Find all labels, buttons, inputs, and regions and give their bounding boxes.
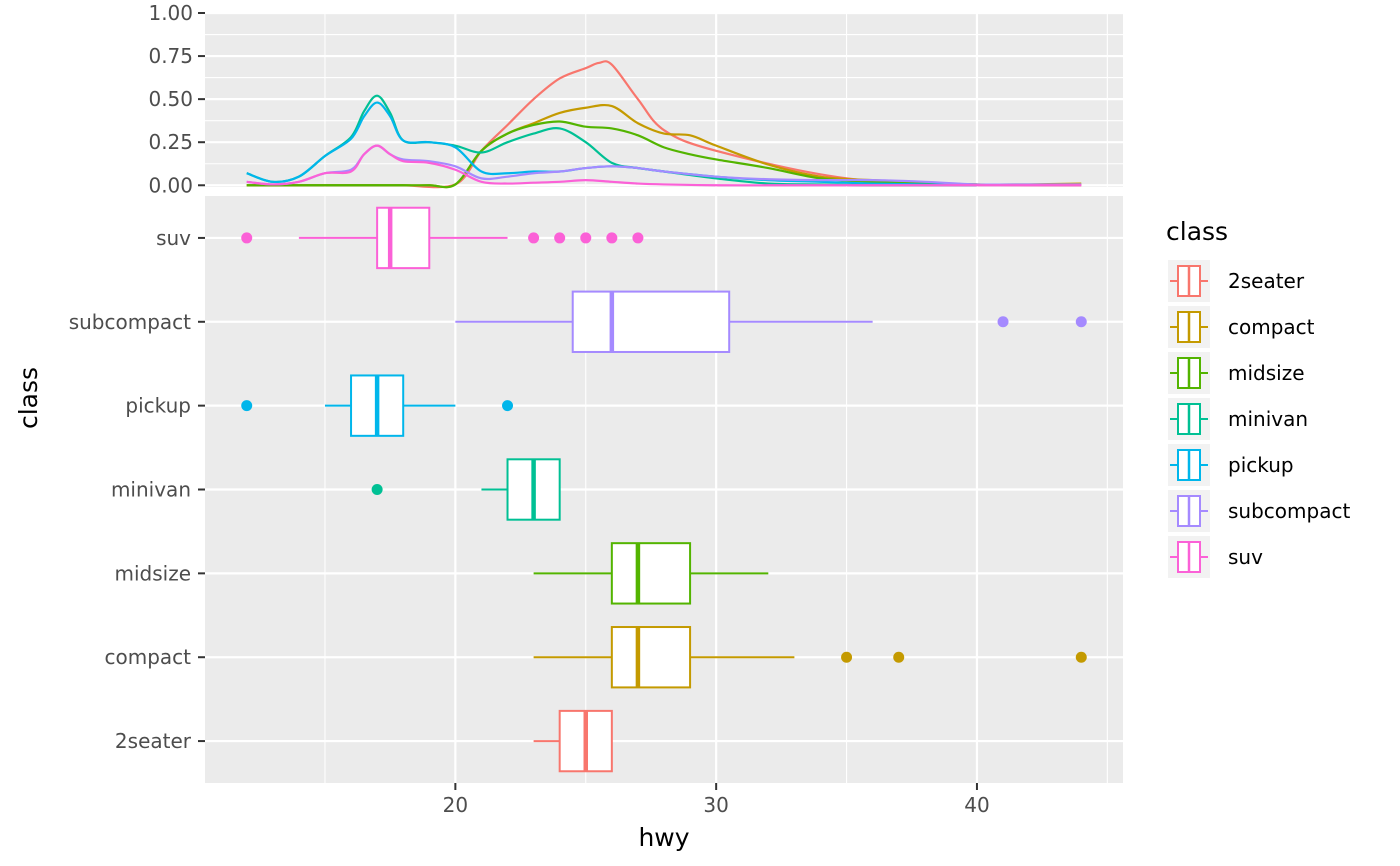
density-lines — [246, 60, 1082, 189]
boxplot-minivan — [371, 458, 561, 521]
outlier-point — [554, 232, 566, 244]
density-line-suv — [246, 144, 1082, 187]
boxplot-y-axis: 2seater compact midsize minivan pickup subcom… — [69, 226, 205, 753]
box — [610, 626, 692, 689]
legend-label: subcompact — [1228, 499, 1350, 523]
boxplot-compact — [533, 626, 1087, 689]
x-axis-title: hwy — [638, 823, 689, 852]
outlier-point — [502, 400, 514, 412]
y-tick-label: 0.25 — [148, 130, 193, 154]
boxplot-subcompact — [455, 290, 1087, 353]
box — [610, 542, 692, 605]
x-tick-label: 20 — [443, 793, 468, 817]
boxplot-suv — [241, 206, 644, 270]
category-label: compact — [104, 645, 191, 669]
y-tick-label: 0.50 — [148, 87, 193, 111]
legend-item-2seater: 2seater — [1168, 260, 1305, 302]
outlier-point — [1075, 651, 1087, 663]
boxplots — [241, 206, 1087, 773]
category-label: suv — [156, 226, 191, 250]
legend-item-pickup: pickup — [1168, 444, 1294, 486]
outlier-point — [1075, 316, 1087, 328]
outlier-point — [606, 232, 618, 244]
legend-label: 2seater — [1228, 269, 1305, 293]
legend-label: midsize — [1228, 361, 1305, 385]
legend: class 2seater compact midsize minivan pickup… — [1166, 217, 1350, 578]
outlier-point — [580, 232, 592, 244]
outlier-point — [241, 232, 253, 244]
outlier-point — [371, 484, 383, 495]
density-y-axis: 0.00 0.25 0.50 0.75 1.00 — [148, 1, 205, 197]
x-axis: 20 30 40 — [443, 783, 990, 817]
legend-item-compact: compact — [1168, 306, 1315, 348]
outlier-point — [997, 316, 1009, 328]
outlier-point — [893, 651, 905, 663]
legend-item-subcompact: subcompact — [1168, 490, 1350, 532]
y-tick-label: 1.00 — [148, 1, 193, 25]
y-axis-title: class — [14, 367, 43, 429]
x-tick-label: 30 — [703, 793, 728, 817]
box — [376, 206, 431, 270]
legend-item-minivan: minivan — [1168, 398, 1308, 440]
category-label: 2seater — [115, 729, 192, 753]
boxplot-midsize — [533, 542, 769, 605]
y-tick-label: 0.00 — [148, 173, 193, 197]
x-tick-label: 40 — [964, 793, 989, 817]
category-label: minivan — [111, 478, 191, 502]
outlier-point — [632, 232, 644, 244]
y-tick-label: 0.75 — [148, 44, 193, 68]
box — [571, 290, 731, 353]
legend-label: minivan — [1228, 407, 1308, 431]
legend-title: class — [1166, 217, 1228, 246]
category-label: subcompact — [69, 310, 191, 334]
outlier-point — [528, 232, 540, 244]
legend-label: pickup — [1228, 453, 1294, 477]
density-line-minivan — [246, 94, 977, 187]
legend-item-midsize: midsize — [1168, 352, 1305, 394]
category-label: pickup — [125, 394, 191, 418]
boxplot-pickup — [241, 374, 514, 437]
legend-label: compact — [1228, 315, 1315, 339]
category-label: midsize — [114, 561, 191, 585]
legend-item-suv: suv — [1168, 536, 1263, 578]
legend-label: suv — [1228, 545, 1263, 569]
boxplot-2seater — [533, 709, 613, 773]
outlier-point — [241, 400, 253, 412]
density-line-midsize — [246, 120, 977, 189]
outlier-point — [841, 651, 853, 663]
